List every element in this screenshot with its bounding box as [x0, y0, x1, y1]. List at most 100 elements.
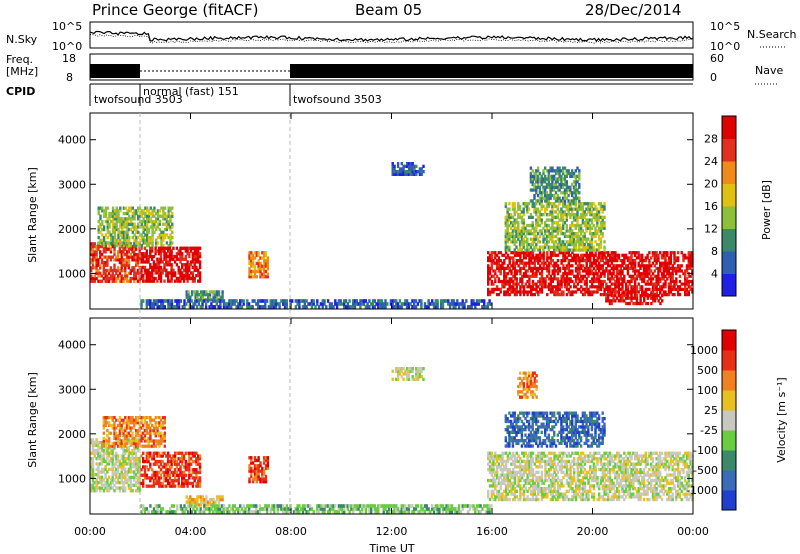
- power-cell: [553, 234, 556, 239]
- power-cell: [310, 302, 314, 306]
- power-cell: [554, 199, 558, 203]
- power-cell: [657, 282, 660, 286]
- power-cell: [549, 253, 553, 257]
- power-cell: [136, 258, 140, 262]
- velocity-cell: [131, 483, 134, 487]
- velocity-cell: [106, 429, 109, 433]
- power-cell: [111, 276, 114, 281]
- power-cell: [590, 226, 594, 230]
- power-cell: [555, 293, 558, 297]
- velocity-cell: [488, 468, 492, 472]
- power-cbar-tick-label: 24: [704, 155, 718, 168]
- power-cell: [537, 266, 540, 270]
- power-cell: [572, 174, 576, 178]
- velocity-cell: [191, 451, 195, 455]
- power-cell: [639, 277, 642, 281]
- power-cell: [639, 293, 642, 298]
- power-cell: [161, 249, 164, 253]
- power-cell: [551, 174, 554, 178]
- velocity-cell: [95, 478, 98, 482]
- power-cell: [508, 256, 511, 260]
- power-cell: [569, 215, 572, 219]
- power-cell: [535, 266, 538, 270]
- power-cell: [391, 167, 394, 171]
- velocity-cell: [107, 446, 111, 450]
- power-cell: [398, 172, 402, 176]
- power-cell: [578, 237, 581, 241]
- power-cell: [592, 259, 596, 263]
- velocity-cell: [129, 459, 132, 463]
- velocity-cell: [158, 442, 161, 446]
- power-cell: [520, 221, 524, 225]
- power-cell: [659, 301, 662, 306]
- power-cell: [494, 269, 497, 273]
- velocity-cell: [115, 426, 118, 430]
- power-cell: [154, 252, 157, 256]
- power-cell: [574, 196, 577, 200]
- velocity-cell: [261, 466, 264, 471]
- velocity-cell: [156, 462, 159, 466]
- power-cell: [547, 256, 551, 260]
- power-cell: [522, 232, 525, 236]
- power-cell: [177, 249, 180, 253]
- velocity-cell: [264, 456, 268, 460]
- velocity-cell: [140, 444, 143, 448]
- power-cell: [542, 237, 545, 241]
- power-cell: [359, 299, 362, 303]
- power-cell: [466, 305, 470, 309]
- power-cell: [666, 253, 669, 257]
- power-cell: [565, 226, 568, 230]
- power-cell: [137, 209, 140, 213]
- power-cell: [527, 215, 531, 219]
- velocity-cell: [90, 489, 93, 493]
- velocity-cell: [170, 481, 173, 486]
- velocity-cell: [201, 498, 204, 502]
- power-cell: [560, 248, 563, 252]
- velocity-cell: [124, 421, 127, 425]
- velocity-cell: [261, 469, 264, 473]
- power-cell: [689, 259, 692, 263]
- velocity-cell: [149, 444, 152, 448]
- power-cell: [198, 254, 202, 259]
- power-cell: [549, 191, 552, 195]
- power-cell: [626, 259, 630, 263]
- power-cell: [556, 226, 559, 230]
- power-cell: [402, 164, 405, 168]
- power-cell: [588, 204, 592, 209]
- velocity-cell: [143, 444, 147, 448]
- power-cell: [189, 246, 193, 250]
- velocity-cell: [154, 473, 157, 477]
- velocity-cell: [142, 481, 145, 486]
- velocity-cell: [124, 486, 127, 490]
- power-cell: [488, 259, 492, 263]
- power-cell: [171, 222, 174, 226]
- power-cell: [95, 268, 98, 273]
- power-cell: [144, 227, 147, 232]
- velocity-cell: [154, 462, 157, 466]
- power-cell: [578, 171, 581, 176]
- power-cell: [133, 227, 136, 232]
- velocity-cell: [487, 478, 490, 483]
- power-cell: [156, 225, 160, 229]
- power-cell: [248, 269, 251, 274]
- velocity-cell: [136, 429, 140, 433]
- power-cell: [562, 264, 565, 268]
- velocity-cell: [188, 451, 191, 455]
- power-cell: [142, 230, 145, 234]
- power-cell: [569, 185, 572, 189]
- velocity-cell: [170, 484, 173, 488]
- power-cell: [588, 240, 592, 244]
- power-cell: [355, 299, 358, 303]
- velocity-cell: [102, 470, 105, 474]
- power-cell: [578, 174, 581, 178]
- velocity-cell: [127, 478, 131, 482]
- power-cell: [501, 279, 504, 284]
- power-cell: [168, 263, 171, 267]
- velocity-cell: [91, 438, 95, 442]
- power-cell: [646, 274, 649, 278]
- velocity-cell: [488, 497, 492, 502]
- power-cell: [551, 237, 554, 241]
- power-cell: [168, 260, 171, 264]
- power-cell: [551, 232, 554, 236]
- power-cell: [195, 274, 198, 278]
